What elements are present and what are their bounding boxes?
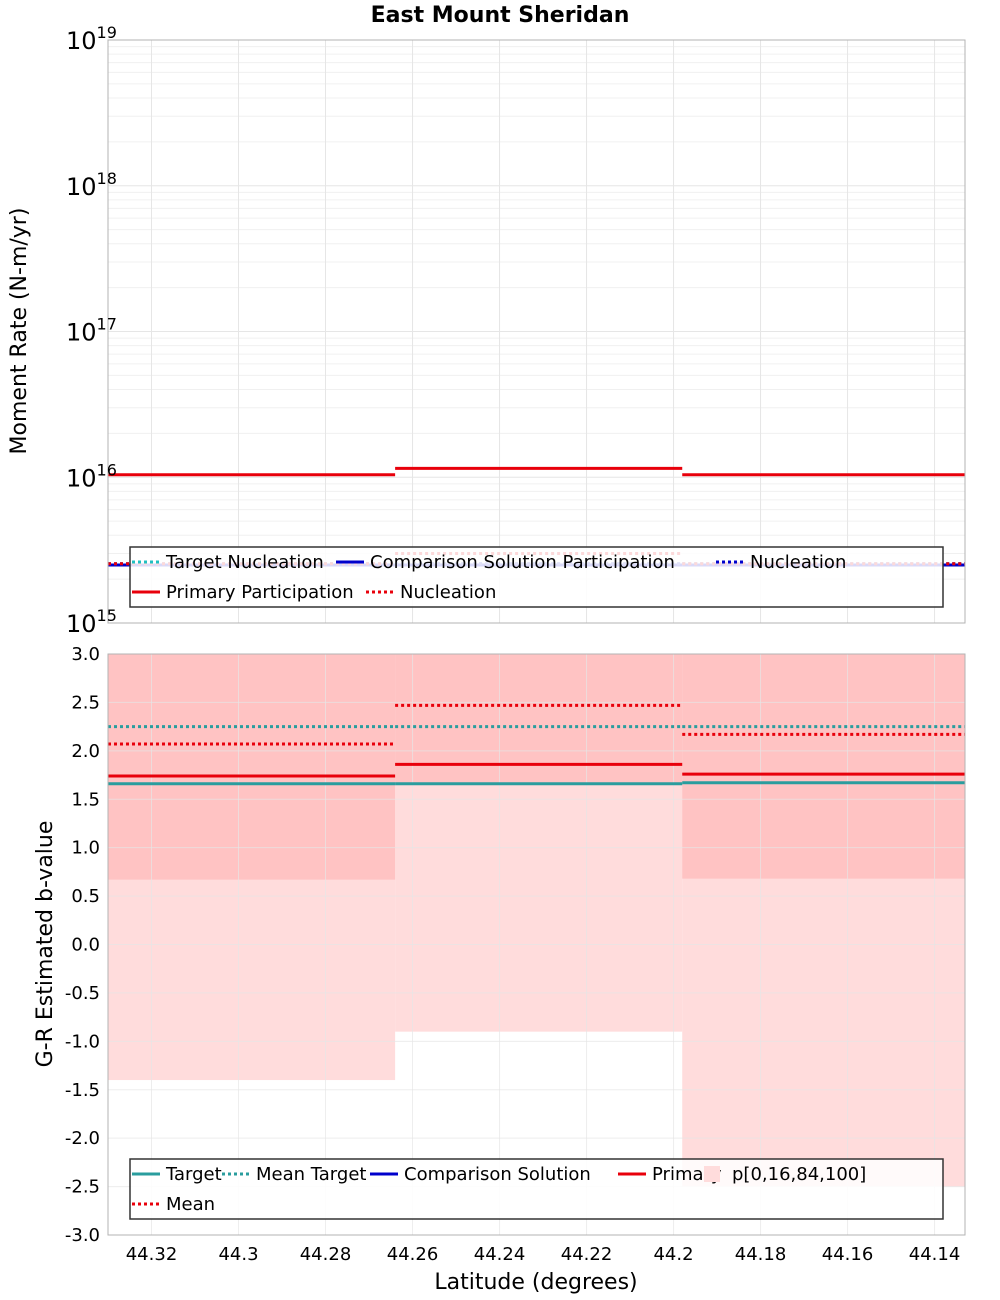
b-value-ytick-label: -2.5	[65, 1177, 100, 1198]
moment-rate-legend: Target Nucleation Comparison Solution Par…	[129, 546, 944, 608]
moment-rate-ytick-label: 1015	[66, 606, 117, 638]
b-value-xtick-label: 44.32	[126, 1244, 178, 1265]
moment-rate-ytick-label: 1019	[66, 23, 117, 55]
legend-label: Mean	[166, 1194, 215, 1215]
b-value-ytick-label: -1.5	[65, 1080, 100, 1101]
b-value-xtick-label: 44.24	[474, 1244, 526, 1265]
moment-rate-ylabel: Moment Rate (N-m/yr)	[7, 208, 32, 455]
legend-label: Comparison Solution	[404, 1164, 591, 1185]
ytick-base: 10	[66, 464, 97, 492]
ytick-base: 10	[66, 27, 97, 55]
b-value-xtick-label: 44.14	[909, 1244, 961, 1265]
legend-label: Mean Target	[256, 1164, 366, 1185]
legend-label: p[0,16,84,100]	[732, 1164, 866, 1185]
b-value-xtick-label: 44.16	[822, 1244, 874, 1265]
b-value-ytick-label: 0.0	[71, 935, 100, 956]
b-value-xtick-label: 44.18	[735, 1244, 787, 1265]
b-value-panel: -3.0 -2.5 -2.0 -1.5 -1.0 -0.5 0.0 0.5 1.0 1.5 2.0 2…	[33, 644, 966, 1295]
ytick-exponent: 19	[97, 23, 117, 42]
b-value-ytick-label: -1.0	[65, 1031, 100, 1052]
chart-title: East Mount Sheridan	[371, 3, 630, 28]
b-value-ytick-label: 0.5	[71, 886, 100, 907]
ytick-exponent: 15	[97, 606, 117, 625]
b-value-band-p16-p84	[682, 654, 965, 879]
ytick-exponent: 18	[97, 169, 117, 188]
legend-label: Primary Participation	[166, 582, 354, 603]
legend-label: Target	[165, 1164, 222, 1185]
legend-label: Comparison Solution Participation	[370, 552, 675, 573]
ytick-base: 10	[66, 173, 97, 201]
ytick-base: 10	[66, 610, 97, 638]
b-value-ytick-label: -2.0	[65, 1128, 100, 1149]
b-value-xtick-label: 44.22	[561, 1244, 613, 1265]
moment-rate-ytick-label: 1018	[66, 169, 117, 201]
b-value-band-p16-p84	[108, 654, 396, 880]
ytick-exponent: 17	[97, 315, 117, 334]
b-value-band-p16-p84	[395, 654, 683, 783]
b-value-ytick-label: -0.5	[65, 983, 100, 1004]
b-value-ytick-label: 3.0	[71, 644, 100, 665]
legend-box	[129, 546, 944, 608]
b-value-ytick-label: -3.0	[65, 1225, 100, 1246]
legend-label: Nucleation	[400, 582, 496, 603]
b-value-plot-frame	[107, 653, 966, 1236]
moment-rate-plot-frame	[107, 39, 966, 624]
b-value-ytick-label: 1.0	[71, 838, 100, 859]
b-value-xtick-label: 44.2	[653, 1244, 693, 1265]
b-value-ylabel: G-R Estimated b-value	[33, 821, 58, 1068]
b-value-xtick-label: 44.28	[300, 1244, 352, 1265]
moment-rate-ytick-label: 1016	[66, 460, 117, 492]
legend-swatch-box	[704, 1166, 720, 1182]
legend-label: Nucleation	[750, 552, 846, 573]
ytick-base: 10	[66, 319, 97, 347]
legend-label: Target Nucleation	[165, 552, 324, 573]
b-value-xtick-label: 44.26	[387, 1244, 439, 1265]
b-value-ytick-label: 2.0	[71, 741, 100, 762]
b-value-xlabel: Latitude (degrees)	[434, 1270, 637, 1295]
ytick-exponent: 16	[97, 460, 117, 479]
b-value-ytick-label: 1.5	[71, 789, 100, 810]
legend-box	[129, 1158, 944, 1220]
moment-rate-ytick-label: 1017	[66, 315, 117, 347]
b-value-legend: Target Mean Target Comparison Solution Prim…	[129, 1158, 944, 1220]
b-value-xtick-label: 44.3	[218, 1244, 258, 1265]
b-value-ytick-label: 2.5	[71, 692, 100, 713]
